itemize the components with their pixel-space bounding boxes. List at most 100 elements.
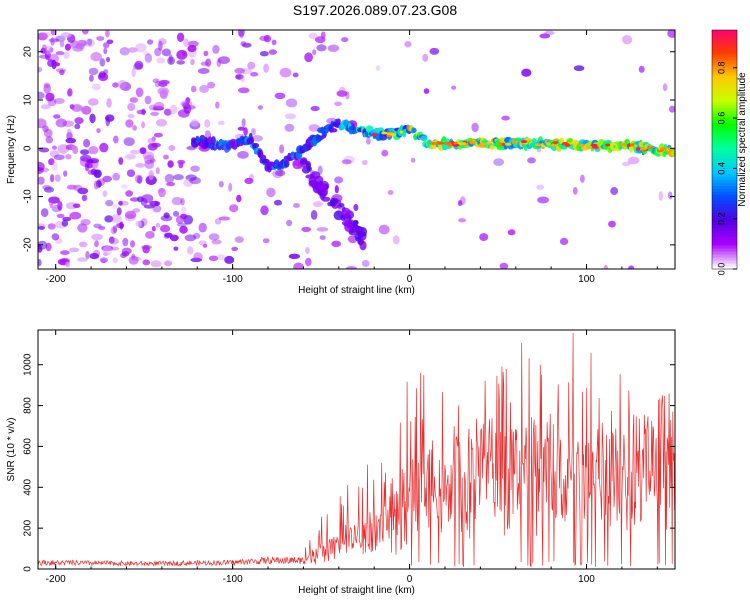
noise-blob: [628, 265, 635, 269]
noise-blob: [288, 253, 301, 259]
noise-blob: [112, 172, 121, 181]
noise-blob: [55, 51, 65, 56]
noise-blob: [65, 137, 76, 144]
noise-blob: [80, 149, 90, 156]
noise-blob: [50, 37, 55, 46]
streak-blob: [307, 166, 312, 172]
noise-blob: [316, 44, 327, 52]
noise-blob: [99, 58, 106, 67]
noise-blob: [423, 88, 430, 94]
noise-blob: [56, 213, 65, 219]
noise-blob: [48, 158, 55, 166]
noise-blob: [149, 158, 156, 163]
spectrogram-x-tick-label: 0: [407, 274, 413, 285]
colorbar-segment: [712, 263, 737, 267]
ridge-blob: [249, 136, 254, 146]
ridge-core: [443, 141, 451, 145]
ridge-blob: [199, 134, 206, 144]
noise-blob: [63, 51, 70, 59]
noise-blob: [89, 253, 100, 260]
noise-blob: [658, 191, 664, 201]
noise-blob: [235, 74, 244, 80]
colorbar-tick-label: 0.6: [716, 112, 726, 125]
ridge-core: [390, 133, 397, 137]
noise-blob: [127, 113, 135, 119]
noise-blob: [236, 194, 242, 203]
noise-blob: [161, 48, 171, 57]
noise-blob: [121, 251, 130, 257]
noise-blob: [212, 44, 220, 54]
colorbar-segment: [712, 56, 737, 61]
noise-blob: [336, 90, 348, 97]
colorbar-segment: [712, 47, 737, 52]
noise-blob: [118, 157, 124, 165]
colorbar-tick-label: 0.0: [716, 263, 726, 276]
noise-blob: [77, 187, 89, 195]
noise-blob: [110, 226, 118, 235]
noise-blob: [262, 238, 270, 244]
noise-blob: [257, 105, 263, 110]
colorbar-segment: [712, 140, 737, 145]
noise-blob: [53, 114, 61, 119]
noise-blob: [310, 105, 320, 112]
noise-blob: [83, 38, 96, 48]
noise-blob: [123, 137, 135, 147]
noise-blob: [180, 206, 187, 214]
colorbar-segment: [712, 221, 737, 225]
noise-blob: [61, 32, 72, 38]
colorbar-segment: [712, 104, 737, 109]
noise-blob: [99, 257, 109, 263]
noise-blob: [185, 97, 191, 104]
colorbar-segment: [712, 128, 737, 133]
noise-blob: [150, 111, 160, 116]
noise-blob: [129, 149, 141, 155]
noise-blob: [266, 187, 276, 198]
snr-x-tick-label: -200: [46, 574, 66, 585]
noise-blob: [275, 170, 286, 177]
noise-blob: [621, 161, 631, 167]
noise-blob: [85, 250, 90, 259]
streak-blob: [321, 196, 331, 202]
noise-blob: [292, 72, 299, 78]
ridge-core: [371, 133, 378, 137]
noise-blob: [229, 204, 239, 213]
colorbar-segment: [712, 152, 737, 157]
noise-blob: [197, 68, 210, 74]
noise-blob: [203, 50, 209, 57]
noise-blob: [80, 219, 91, 226]
ridge-core: [520, 140, 528, 144]
colorbar-segment: [712, 233, 737, 237]
streak-blob: [344, 222, 353, 232]
colorbar-segment: [712, 200, 737, 204]
noise-blob: [202, 243, 208, 248]
noise-blob: [362, 159, 368, 166]
noise-blob: [155, 167, 160, 175]
noise-blob: [112, 82, 119, 88]
noise-blob: [102, 246, 113, 256]
noise-blob: [279, 67, 292, 78]
noise-blob: [521, 68, 532, 77]
noise-blob: [392, 235, 400, 245]
noise-blob: [90, 168, 97, 175]
noise-blob: [217, 254, 226, 261]
noise-blob: [99, 142, 109, 153]
snr-y-tick-label: 400: [23, 479, 34, 496]
noise-blob: [153, 101, 165, 110]
noise-blob: [80, 154, 92, 162]
noise-blob: [75, 43, 85, 50]
noise-blob: [105, 30, 110, 38]
noise-blob: [47, 223, 56, 230]
noise-blob: [284, 123, 295, 132]
noise-blob: [144, 154, 155, 165]
colorbar-segment: [712, 74, 737, 79]
noise-blob: [183, 178, 193, 187]
colorbar-segment: [712, 83, 737, 88]
noise-blob: [151, 225, 156, 232]
noise-blob: [320, 31, 326, 39]
ridge-core: [486, 141, 491, 145]
colorbar-segment: [712, 179, 737, 183]
noise-blob: [237, 126, 246, 131]
noise-blob: [345, 266, 357, 269]
noise-blob: [237, 151, 249, 159]
streak-blob: [359, 240, 367, 251]
